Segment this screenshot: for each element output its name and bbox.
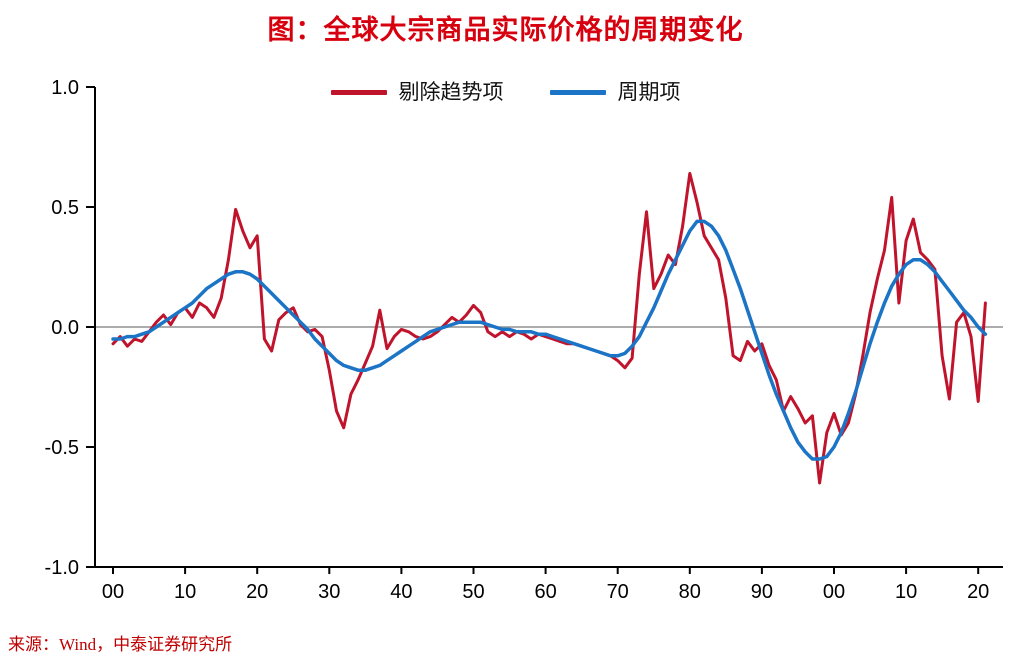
chart-legend: 剔除趋势项 周期项 — [0, 82, 1011, 103]
svg-text:50: 50 — [462, 581, 484, 603]
svg-text:10: 10 — [895, 581, 917, 603]
legend-item-cycle: 周期项 — [549, 81, 681, 104]
legend-swatch-detrended — [330, 90, 387, 95]
legend-item-detrended: 剔除趋势项 — [330, 81, 504, 104]
legend-label-detrended: 剔除趋势项 — [398, 81, 504, 104]
svg-text:40: 40 — [390, 581, 412, 603]
svg-text:20: 20 — [246, 581, 268, 603]
svg-text:1.0: 1.0 — [51, 77, 79, 99]
svg-text:20: 20 — [967, 581, 989, 603]
legend-label-cycle: 周期项 — [617, 81, 681, 104]
svg-text:0.5: 0.5 — [51, 197, 79, 219]
series-line-0 — [111, 171, 987, 485]
svg-text:10: 10 — [174, 581, 196, 603]
source-note: 来源：Wind，中泰证券研究所 — [8, 635, 233, 654]
chart-title: 图：全球大宗商品实际价格的周期变化 — [267, 15, 744, 45]
svg-text:30: 30 — [318, 581, 340, 603]
svg-text:80: 80 — [679, 581, 701, 603]
svg-text:00: 00 — [823, 581, 845, 603]
svg-text:-0.5: -0.5 — [45, 437, 79, 459]
legend-swatch-cycle — [549, 90, 606, 95]
svg-text:00: 00 — [102, 581, 124, 603]
series-line-1 — [111, 219, 988, 461]
svg-text:0.0: 0.0 — [51, 317, 79, 339]
svg-text:-1.0: -1.0 — [45, 557, 79, 579]
svg-text:70: 70 — [607, 581, 629, 603]
svg-text:60: 60 — [534, 581, 556, 603]
svg-text:90: 90 — [751, 581, 773, 603]
